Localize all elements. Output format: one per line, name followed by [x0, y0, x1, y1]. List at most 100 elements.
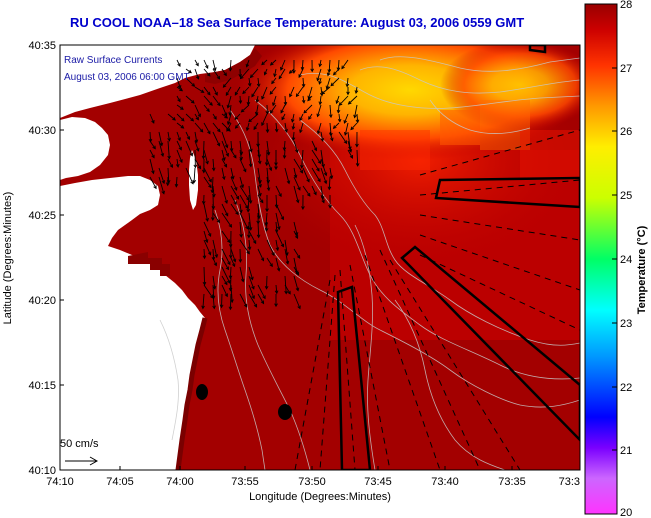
current-vector-head — [191, 83, 196, 87]
current-vector-head — [152, 145, 156, 150]
current-vector-head — [247, 246, 252, 251]
current-vector — [256, 95, 259, 103]
current-vector-head — [239, 75, 244, 80]
current-vector — [235, 122, 241, 129]
current-vector-head — [243, 168, 247, 173]
current-vector — [230, 140, 233, 152]
current-vector — [266, 176, 270, 191]
current-vector — [275, 230, 284, 247]
current-vector — [212, 293, 215, 309]
land-north — [60, 117, 110, 180]
current-vector-head — [228, 275, 233, 280]
current-vector-head — [248, 200, 253, 205]
current-vector-head — [252, 240, 257, 245]
current-vector — [354, 104, 358, 118]
current-vector-head — [209, 294, 214, 299]
current-vector — [194, 59, 199, 66]
current-vector — [203, 248, 206, 259]
current-vector — [212, 68, 220, 80]
current-vector — [302, 167, 310, 182]
current-vector-head — [256, 234, 261, 239]
current-vector-head — [277, 226, 281, 231]
current-vector-head — [330, 137, 334, 142]
overlay-line-1: Raw Surface Currents — [64, 55, 162, 66]
current-vector — [203, 284, 214, 299]
current-vector — [176, 95, 181, 102]
current-vector — [248, 140, 252, 152]
current-vector — [293, 167, 297, 178]
current-vector — [248, 284, 255, 299]
current-vector-head — [212, 285, 217, 290]
current-vector — [194, 122, 204, 133]
current-vector — [274, 68, 277, 77]
current-vector-head — [288, 70, 293, 74]
current-vector — [239, 203, 242, 213]
current-vector-head — [298, 74, 302, 79]
current-vector — [185, 113, 194, 122]
station-marker-2 — [278, 404, 292, 420]
current-vector-head — [238, 259, 243, 263]
current-vector — [284, 239, 288, 256]
current-vector-head — [216, 219, 221, 224]
current-vector — [261, 113, 268, 126]
current-vector — [203, 149, 209, 164]
current-vector — [347, 140, 352, 153]
current-vector-head — [209, 102, 213, 106]
current-vector-head — [251, 295, 255, 300]
current-vector-head — [353, 114, 357, 119]
current-vector — [221, 167, 225, 180]
current-vector-head — [321, 90, 325, 95]
current-vector-head — [297, 305, 301, 310]
current-vector — [194, 131, 198, 143]
current-vector — [299, 113, 304, 121]
current-vector-head — [240, 184, 245, 189]
current-vector — [293, 230, 299, 239]
current-vector — [221, 113, 228, 119]
current-vector — [327, 68, 331, 76]
current-vector — [167, 131, 170, 141]
current-vector-head — [294, 235, 299, 240]
current-vector — [230, 167, 234, 179]
current-vector-head — [213, 67, 217, 72]
current-vector — [176, 113, 185, 122]
current-vector-head — [233, 154, 237, 159]
current-vector — [211, 176, 214, 193]
plot-frame — [59, 44, 581, 471]
current-vector — [329, 167, 333, 179]
current-vector — [338, 113, 341, 122]
current-vector-head — [266, 187, 271, 192]
current-vector-head — [355, 119, 360, 124]
current-vector-head — [227, 279, 231, 284]
cloud-edge — [205, 48, 262, 84]
current-vector — [266, 275, 268, 289]
current-vector — [221, 203, 229, 216]
current-vector — [284, 122, 288, 133]
current-vector-head — [316, 167, 320, 172]
current-vector — [230, 194, 237, 205]
current-vector — [194, 86, 204, 93]
current-vector-head — [228, 67, 233, 72]
y-tick-label: 40:35 — [28, 40, 56, 52]
current-vector-head — [226, 127, 230, 132]
current-vector-head — [265, 208, 269, 213]
current-vector-head — [205, 217, 209, 222]
current-vector-head — [240, 108, 245, 113]
current-vector-head — [153, 185, 157, 190]
current-vector-head — [255, 99, 260, 104]
current-vector-head — [246, 250, 250, 255]
current-vector-head — [313, 191, 317, 196]
current-vector — [296, 86, 304, 97]
current-vector — [269, 86, 277, 95]
current-vector-head — [316, 113, 320, 118]
current-vector-head — [244, 205, 249, 210]
current-vector-head — [317, 178, 321, 183]
current-vector-head — [290, 118, 295, 123]
current-vector — [270, 104, 277, 114]
current-vector-head — [242, 90, 246, 95]
current-vector — [221, 104, 227, 116]
current-vector-head — [261, 95, 265, 100]
current-vector-head — [316, 130, 321, 135]
current-vector — [149, 113, 155, 124]
current-vector-head — [266, 151, 271, 156]
